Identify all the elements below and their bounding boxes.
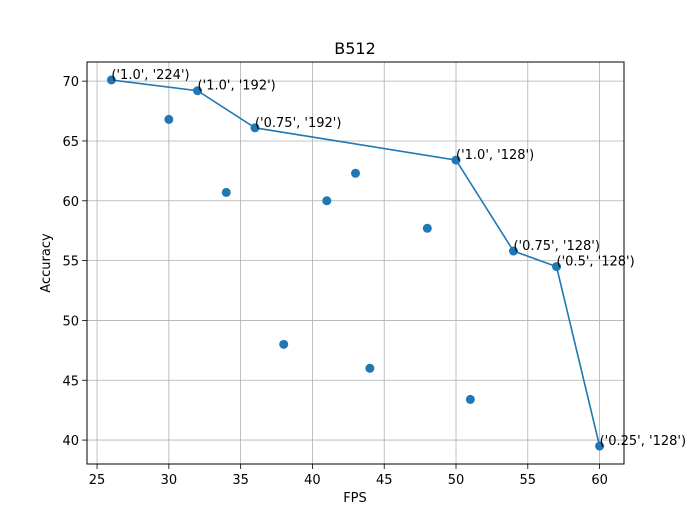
scatter-point <box>451 155 461 165</box>
scatter-point <box>552 262 562 272</box>
y-tick-label: 65 <box>62 135 79 150</box>
frontier-line <box>111 79 601 447</box>
chart-title: B512 <box>334 39 376 58</box>
scatter-point <box>164 114 174 124</box>
scatter-point <box>193 86 203 96</box>
y-axis-label: Accuracy <box>39 233 54 293</box>
point-labels: ('1.0', '224') ('1.0', '192') ('0.75', '19… <box>111 68 686 449</box>
point-label: ('1.0', '224') <box>111 68 189 83</box>
scatter-point <box>365 363 375 373</box>
scatter-point <box>279 339 289 349</box>
y-tick-label: 70 <box>62 75 79 90</box>
point-label: ('0.75', '192') <box>255 116 341 131</box>
x-tick-label: 60 <box>591 473 608 488</box>
frontier-polyline <box>111 79 601 447</box>
grid-lines <box>87 62 624 464</box>
x-tick-label: 45 <box>376 473 393 488</box>
x-tick-label: 25 <box>89 473 106 488</box>
scatter-point <box>465 394 475 404</box>
data-points <box>106 75 605 451</box>
point-label: ('0.75', '128') <box>513 239 599 254</box>
x-tick-label: 35 <box>232 473 249 488</box>
y-tick-label: 45 <box>62 374 79 389</box>
y-tick-label: 60 <box>62 195 79 210</box>
scatter-point <box>250 123 260 133</box>
plot-frame <box>86 61 625 465</box>
y-axis-ticks: 40 45 50 55 60 65 70 <box>62 75 87 449</box>
point-label: ('0.5', '128') <box>557 255 635 270</box>
scatter-point <box>351 168 360 178</box>
y-tick-label: 40 <box>62 434 79 449</box>
scatter-point <box>221 187 231 197</box>
scatter-point <box>508 246 518 256</box>
point-label: ('0.25', '128') <box>600 434 686 449</box>
scatter-point <box>595 441 605 451</box>
scatter-point <box>322 196 332 206</box>
y-tick-label: 50 <box>62 314 79 329</box>
x-axis-label: FPS <box>343 491 367 506</box>
x-tick-label: 30 <box>161 473 178 488</box>
y-tick-label: 55 <box>62 255 79 270</box>
point-label: ('1.0', '192') <box>198 79 276 94</box>
x-tick-label: 40 <box>304 473 321 488</box>
x-tick-label: 50 <box>448 473 465 488</box>
scatter-point <box>106 75 116 85</box>
x-axis-ticks: 25 30 35 40 45 50 55 60 <box>89 464 608 488</box>
x-tick-label: 55 <box>520 473 537 488</box>
point-label: ('1.0', '128') <box>456 148 534 163</box>
scatter-point <box>422 223 432 233</box>
